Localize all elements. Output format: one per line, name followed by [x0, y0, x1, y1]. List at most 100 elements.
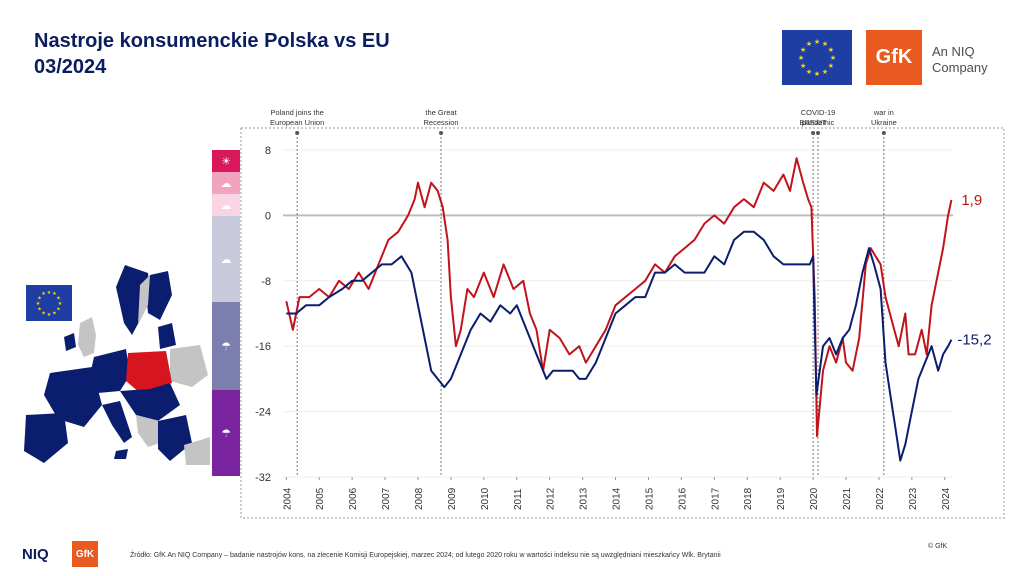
map-scandinavia: [116, 265, 150, 335]
eu-star-icon: ★: [47, 312, 52, 318]
map-turkey: [184, 437, 210, 465]
eu-star-icon: ★: [47, 290, 52, 296]
event-label-line-1: COVID-19: [801, 108, 836, 117]
x-tick-label: 2021: [842, 487, 853, 510]
map-italy: [102, 401, 132, 443]
copyright-note: © GfK: [928, 543, 948, 550]
y-tick-label: -24: [255, 407, 271, 419]
niq-company-text: An NIQ Company: [932, 44, 988, 76]
cloud-icon: ☁: [221, 253, 232, 266]
map-sicily: [114, 449, 128, 459]
x-tick-label: 2008: [414, 487, 425, 510]
eu-star-icon: ★: [37, 295, 42, 301]
event-label-line-1: Poland joins the: [270, 108, 323, 117]
map-belarus-ukraine: [170, 345, 208, 387]
y-tick-label: -8: [261, 276, 271, 288]
legend-band: [212, 302, 240, 390]
event-label-line-1: war in: [873, 108, 894, 117]
gfk-logo-text: GfK: [875, 46, 913, 68]
x-tick-label: 2024: [941, 487, 952, 510]
x-tick-label: 2015: [644, 487, 655, 510]
x-tick-label: 2016: [677, 487, 688, 510]
eu-end-label: -15,2: [957, 332, 991, 349]
legend-band: [212, 150, 240, 172]
eu-star-icon: ★: [37, 306, 42, 312]
poland-end-label: 1,9: [961, 192, 982, 209]
eu-star-icon: ★: [800, 46, 806, 54]
legend-band: [212, 390, 240, 476]
x-tick-label: 2013: [579, 487, 590, 510]
poland-series-line: [285, 157, 953, 438]
map-baltics: [158, 323, 176, 349]
map-finland: [146, 271, 172, 320]
eu-star-icon: ★: [828, 46, 834, 54]
map-ireland: [64, 333, 76, 351]
legend-band: [212, 194, 240, 216]
event-marker: [816, 131, 821, 135]
x-tick-label: 2010: [480, 487, 491, 510]
eu-star-icon: ★: [41, 291, 46, 297]
eu-star-icon: ★: [41, 310, 46, 316]
eu-star-icon: ★: [56, 306, 61, 312]
y-tick-label: -16: [255, 341, 271, 353]
eu-star-icon: ★: [814, 38, 820, 46]
event-marker: [881, 131, 886, 135]
map-greece-bulgaria: [158, 415, 192, 461]
x-tick-label: 2020: [809, 487, 820, 510]
x-tick-label: 2018: [743, 487, 754, 510]
event-label-line-1: the Great: [425, 108, 457, 117]
map-france: [44, 367, 102, 427]
eu-star-icon: ★: [822, 68, 828, 76]
event-label-line-2: BREXIT: [800, 118, 828, 127]
y-tick-label: 0: [265, 210, 271, 222]
eu-series-line: [286, 230, 953, 462]
x-tick-label: 2006: [348, 487, 359, 510]
eu-star-icon: ★: [806, 68, 812, 76]
x-tick-label: 2007: [381, 487, 392, 510]
x-tick-label: 2012: [546, 487, 557, 510]
legend-band: [212, 216, 240, 302]
title-line-2: 03/2024: [34, 56, 107, 78]
eu-star-icon: ★: [52, 291, 57, 297]
x-tick-label: 2023: [908, 487, 919, 510]
partly-cloudy-icon: ☁: [221, 177, 232, 190]
x-tick-label: 2019: [776, 487, 787, 510]
chart-frame: [240, 127, 1005, 519]
event-label-line-2: Recession: [424, 118, 459, 127]
map-southeast: [120, 383, 180, 421]
footer-gfk-logo: GfK: [72, 541, 98, 567]
x-tick-label: 2011: [513, 488, 524, 510]
eu-star-icon: ★: [52, 310, 57, 316]
source-note: Źródło: GfK An NIQ Company – badanie nas…: [130, 552, 721, 559]
map-eu-flag: [26, 285, 72, 321]
eu-star-icon: ★: [806, 40, 812, 48]
eu-star-icon: ★: [822, 40, 828, 48]
title-line-1: Nastroje konsumenckie Polska vs EU: [34, 30, 390, 52]
event-marker: [295, 131, 300, 135]
map-uk: [78, 317, 96, 357]
page-title: Nastroje konsumenckie Polska vs EU 03/20…: [34, 28, 390, 80]
grid-layer: [283, 149, 953, 478]
niq-company-line-1: An NIQ: [932, 44, 975, 59]
eu-star-icon: ★: [58, 301, 63, 307]
eu-star-icon: ★: [56, 295, 61, 301]
x-tick-label: 2017: [710, 487, 721, 510]
eu-star-icon: ★: [800, 62, 806, 70]
sun-icon: ☀: [221, 155, 231, 168]
map-iberia: [24, 413, 68, 463]
x-tick-label: 2009: [447, 487, 458, 510]
map-norway: [138, 275, 150, 325]
x-tick-label: 2014: [612, 487, 623, 510]
map-poland: [126, 351, 172, 393]
x-tick-label: 2005: [315, 487, 326, 510]
eu-star-icon: ★: [36, 301, 41, 307]
event-marker: [439, 131, 444, 135]
footer-niq-logo: NIQ: [22, 546, 49, 563]
eu-star-icon: ★: [828, 62, 834, 70]
legend-band: [212, 172, 240, 194]
y-tick-label: 8: [265, 145, 271, 157]
y-tick-label: -32: [255, 472, 271, 484]
label-layer: 1,9 -15,2: [957, 192, 991, 349]
